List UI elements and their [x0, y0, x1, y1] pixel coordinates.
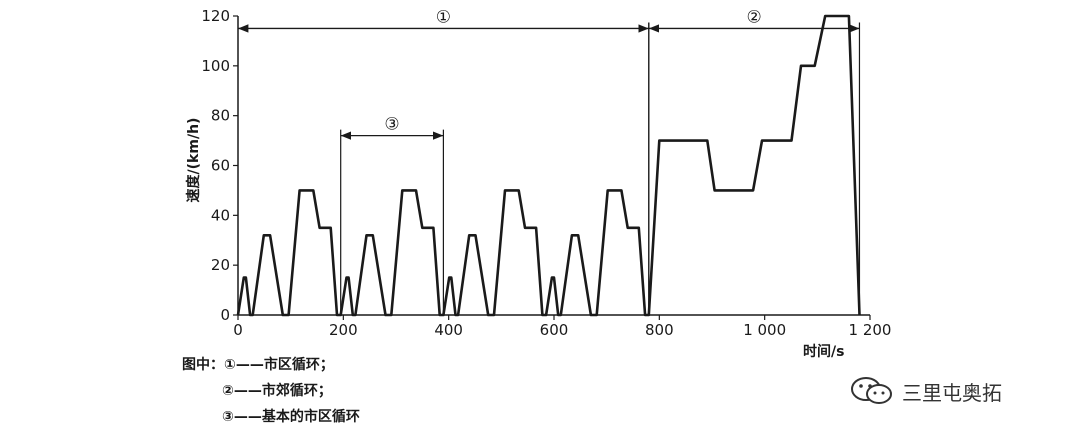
note-item-2: ②——市郊循环；: [222, 383, 332, 399]
series-layer: [236, 14, 861, 317]
y-tick-label: 0: [220, 306, 230, 324]
x-tick-label: 600: [540, 321, 569, 339]
speed-series-line: [236, 14, 861, 317]
annotation-label-2: ②: [747, 7, 762, 27]
wechat-icon: [851, 377, 892, 404]
legend-notes: 图中：①——市区循环； ②——市郊循环； ③——基本的市区循环: [182, 352, 360, 430]
annotation-layer: ① ② ③: [238, 7, 861, 315]
x-tick-label: 1 200: [849, 321, 892, 339]
annotation-label-3: ③: [384, 115, 399, 135]
x-tick-label: 400: [434, 321, 463, 339]
y-tick-label: 20: [211, 256, 230, 274]
note-item-3: ③——基本的市区循环: [222, 409, 360, 425]
x-tick-label: 800: [645, 321, 674, 339]
note-row-1: 图中：①——市区循环；: [182, 352, 360, 378]
axis-labels: 时间/s 速度/(km/h): [185, 118, 844, 360]
watermark-text: 三里屯奥拓: [902, 380, 1002, 405]
x-tick-label: 1 000: [743, 321, 786, 339]
x-axis-label: 时间/s: [803, 343, 844, 360]
y-tick-label: 60: [211, 157, 230, 175]
y-tick-label: 100: [201, 57, 230, 75]
y-tick-label: 40: [211, 206, 230, 224]
y-tick-label: 80: [211, 107, 230, 125]
note-item-1: ①——市区循环；: [224, 357, 334, 373]
notes-prefix: 图中：: [182, 357, 224, 373]
x-tick-label: 0: [233, 321, 243, 339]
note-row-3: ③——基本的市区循环: [182, 404, 360, 430]
y-axis-label: 速度/(km/h): [185, 118, 202, 203]
annotation-label-1: ①: [436, 7, 451, 27]
y-tick-label: 120: [201, 7, 230, 25]
watermark: 三里屯奥拓: [850, 376, 1002, 406]
x-tick-label: 200: [329, 321, 358, 339]
chart-axes: 0 200 400 600 800 1 000 1 200 0 20 40 60 80 100 120: [201, 7, 891, 339]
note-row-2: ②——市郊循环；: [182, 378, 360, 404]
